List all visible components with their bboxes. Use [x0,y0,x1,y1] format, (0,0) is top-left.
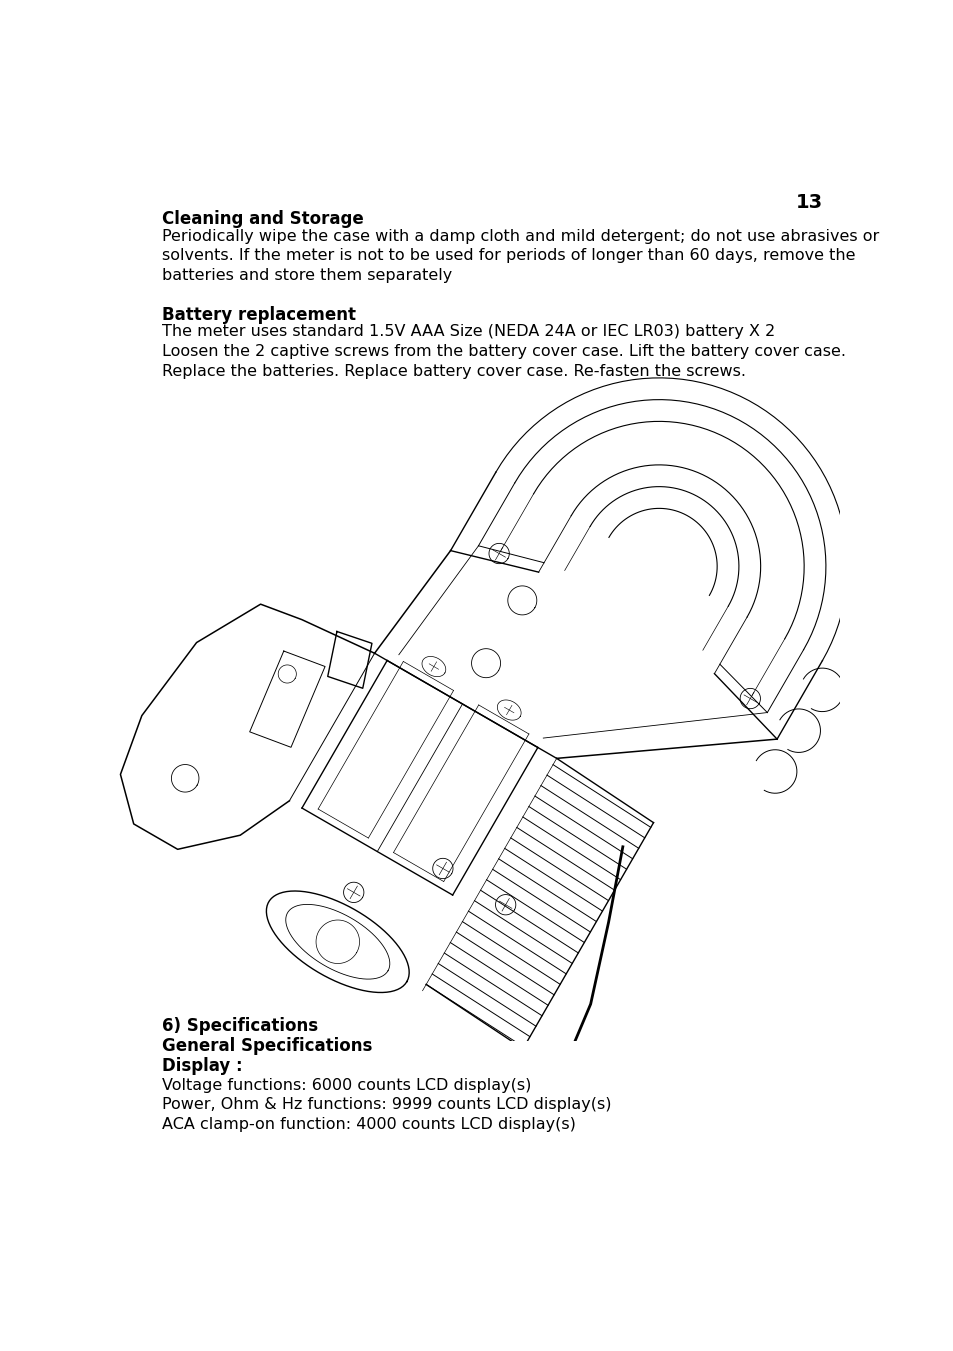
Text: 6) Specifications: 6) Specifications [162,1017,318,1035]
Text: The meter uses standard 1.5V AAA Size (NEDA 24A or IEC LR03) battery X 2: The meter uses standard 1.5V AAA Size (N… [162,324,775,339]
Text: Loosen the 2 captive screws from the battery cover case. Lift the battery cover : Loosen the 2 captive screws from the bat… [162,345,845,359]
Text: Power, Ohm & Hz functions: 9999 counts LCD display(s): Power, Ohm & Hz functions: 9999 counts L… [162,1097,611,1112]
Text: 13: 13 [795,193,822,212]
Text: Battery replacement: Battery replacement [162,305,355,324]
Text: ACA clamp-on function: 4000 counts LCD display(s): ACA clamp-on function: 4000 counts LCD d… [162,1117,576,1132]
Text: Display :: Display : [162,1058,242,1075]
Text: General Specifications: General Specifications [162,1038,372,1055]
Text: Replace the batteries. Replace battery cover case. Re-fasten the screws.: Replace the batteries. Replace battery c… [162,363,745,378]
Text: batteries and store them separately: batteries and store them separately [162,269,452,284]
Text: Voltage functions: 6000 counts LCD display(s): Voltage functions: 6000 counts LCD displ… [162,1078,531,1093]
Text: solvents. If the meter is not to be used for periods of longer than 60 days, rem: solvents. If the meter is not to be used… [162,249,855,263]
Text: Cleaning and Storage: Cleaning and Storage [162,211,363,228]
Text: Periodically wipe the case with a damp cloth and mild detergent; do not use abra: Periodically wipe the case with a damp c… [162,228,879,243]
